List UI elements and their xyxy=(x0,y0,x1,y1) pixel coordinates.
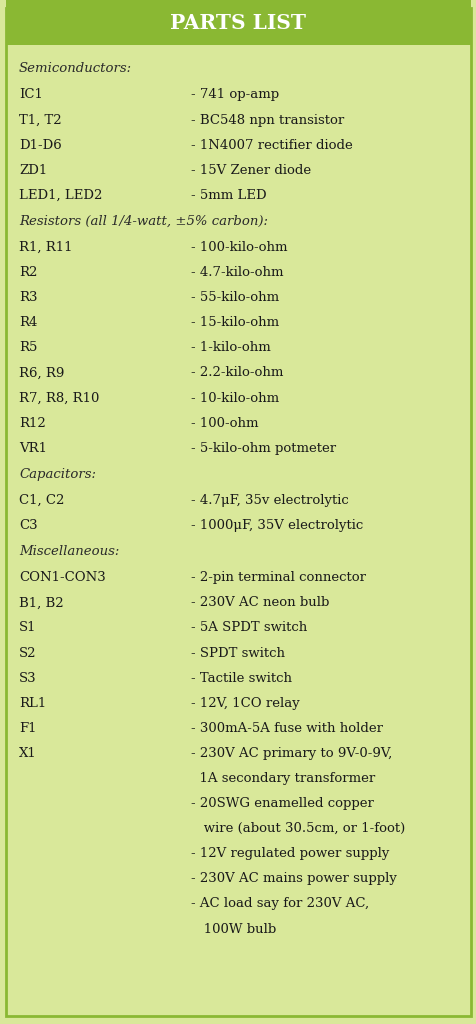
Text: R3: R3 xyxy=(19,291,38,304)
Text: - 230V AC neon bulb: - 230V AC neon bulb xyxy=(190,596,328,609)
Text: R1, R11: R1, R11 xyxy=(19,241,72,254)
Text: wire (about 30.5cm, or 1-foot): wire (about 30.5cm, or 1-foot) xyxy=(190,822,404,836)
Text: - SPDT switch: - SPDT switch xyxy=(190,646,284,659)
Text: Resistors (all 1/4-watt, ±5% carbon):: Resistors (all 1/4-watt, ±5% carbon): xyxy=(19,215,268,228)
Text: - 4.7-kilo-ohm: - 4.7-kilo-ohm xyxy=(190,266,283,280)
Text: IC1: IC1 xyxy=(19,88,43,101)
Text: S1: S1 xyxy=(19,622,37,635)
FancyBboxPatch shape xyxy=(6,0,470,45)
Text: 100W bulb: 100W bulb xyxy=(190,923,276,936)
Text: - 5A SPDT switch: - 5A SPDT switch xyxy=(190,622,307,635)
Text: RL1: RL1 xyxy=(19,696,46,710)
Text: F1: F1 xyxy=(19,722,37,735)
Text: LED1, LED2: LED1, LED2 xyxy=(19,188,102,202)
Text: R6, R9: R6, R9 xyxy=(19,367,64,380)
Text: - Tactile switch: - Tactile switch xyxy=(190,672,291,685)
Text: - 4.7μF, 35v electrolytic: - 4.7μF, 35v electrolytic xyxy=(190,494,348,507)
Text: R5: R5 xyxy=(19,341,38,354)
Text: VR1: VR1 xyxy=(19,441,47,455)
Text: - 1-kilo-ohm: - 1-kilo-ohm xyxy=(190,341,270,354)
Text: - 12V, 1CO relay: - 12V, 1CO relay xyxy=(190,696,299,710)
Text: ZD1: ZD1 xyxy=(19,164,47,177)
Text: Miscellaneous:: Miscellaneous: xyxy=(19,545,119,558)
Text: - 20SWG enamelled copper: - 20SWG enamelled copper xyxy=(190,797,373,810)
Text: - BC548 npn transistor: - BC548 npn transistor xyxy=(190,114,343,127)
Text: C1, C2: C1, C2 xyxy=(19,494,64,507)
Text: R4: R4 xyxy=(19,316,38,330)
Text: - 2.2-kilo-ohm: - 2.2-kilo-ohm xyxy=(190,367,283,380)
Text: T1, T2: T1, T2 xyxy=(19,114,61,127)
Text: B1, B2: B1, B2 xyxy=(19,596,64,609)
Text: - 1000μF, 35V electrolytic: - 1000μF, 35V electrolytic xyxy=(190,519,362,532)
Text: C3: C3 xyxy=(19,519,38,532)
Text: - 741 op-amp: - 741 op-amp xyxy=(190,88,278,101)
Text: - 230V AC primary to 9V-0-9V,: - 230V AC primary to 9V-0-9V, xyxy=(190,746,391,760)
Text: - 300mA-5A fuse with holder: - 300mA-5A fuse with holder xyxy=(190,722,382,735)
Text: - 5-kilo-ohm potmeter: - 5-kilo-ohm potmeter xyxy=(190,441,335,455)
FancyBboxPatch shape xyxy=(6,8,470,1016)
Text: CON1-CON3: CON1-CON3 xyxy=(19,571,106,585)
Text: S3: S3 xyxy=(19,672,37,685)
Text: X1: X1 xyxy=(19,746,37,760)
Text: Semiconductors:: Semiconductors: xyxy=(19,62,132,76)
Text: - 100-kilo-ohm: - 100-kilo-ohm xyxy=(190,241,287,254)
Text: - 1N4007 rectifier diode: - 1N4007 rectifier diode xyxy=(190,138,352,152)
Text: - 2-pin terminal connector: - 2-pin terminal connector xyxy=(190,571,365,585)
Text: - 100-ohm: - 100-ohm xyxy=(190,417,258,430)
Text: R7, R8, R10: R7, R8, R10 xyxy=(19,391,99,404)
Text: - 12V regulated power supply: - 12V regulated power supply xyxy=(190,847,388,860)
Text: R12: R12 xyxy=(19,417,46,430)
Text: D1-D6: D1-D6 xyxy=(19,138,62,152)
Text: Capacitors:: Capacitors: xyxy=(19,468,96,481)
Text: - AC load say for 230V AC,: - AC load say for 230V AC, xyxy=(190,897,368,910)
Text: PARTS LIST: PARTS LIST xyxy=(170,12,306,33)
Text: - 15V Zener diode: - 15V Zener diode xyxy=(190,164,310,177)
Text: S2: S2 xyxy=(19,646,37,659)
Text: - 10-kilo-ohm: - 10-kilo-ohm xyxy=(190,391,278,404)
Text: - 5mm LED: - 5mm LED xyxy=(190,188,266,202)
Text: - 15-kilo-ohm: - 15-kilo-ohm xyxy=(190,316,278,330)
Text: R2: R2 xyxy=(19,266,38,280)
Text: - 55-kilo-ohm: - 55-kilo-ohm xyxy=(190,291,278,304)
Text: 1A secondary transformer: 1A secondary transformer xyxy=(190,772,374,785)
Text: - 230V AC mains power supply: - 230V AC mains power supply xyxy=(190,872,396,886)
